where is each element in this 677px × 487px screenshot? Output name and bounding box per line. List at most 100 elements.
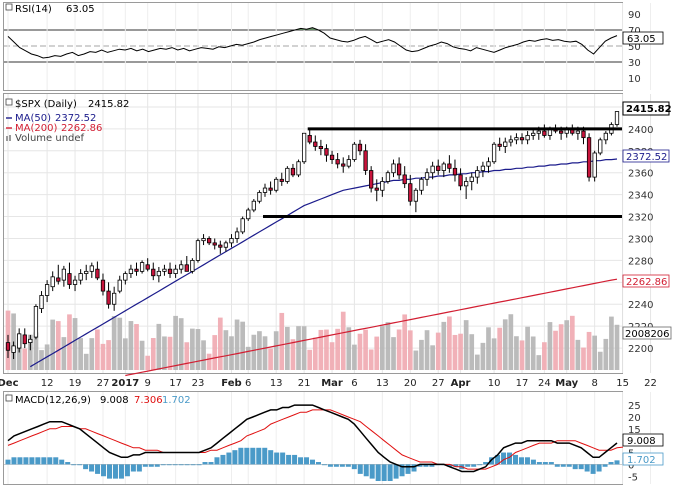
volume-bar bbox=[156, 323, 162, 370]
macd-histogram-bar bbox=[357, 464, 363, 474]
candle-body bbox=[335, 159, 340, 165]
macd-histogram-bar bbox=[566, 464, 572, 467]
macd-legend-label: MACD(12,26,9) bbox=[15, 395, 91, 406]
macd-histogram-bar bbox=[584, 464, 590, 472]
macd-histogram-bar bbox=[130, 464, 136, 472]
macd-histogram-bar bbox=[572, 464, 578, 470]
price-value-tag-text: 2415.82 bbox=[626, 104, 672, 115]
x-axis-tick-label: 23 bbox=[192, 378, 205, 389]
rsi-plot bbox=[7, 27, 618, 59]
macd-histogram-bar bbox=[47, 457, 53, 465]
volume-bar bbox=[301, 326, 307, 370]
macd-histogram-bar bbox=[244, 447, 250, 465]
candle-body bbox=[575, 130, 581, 134]
candle-body bbox=[257, 192, 262, 202]
candle-body bbox=[184, 264, 189, 272]
macd-histogram-bar bbox=[274, 452, 280, 465]
volume-value-tag-text: 2008206 bbox=[625, 329, 670, 340]
candle-body bbox=[525, 135, 530, 141]
volume-bar bbox=[307, 349, 313, 370]
macd-histogram-bar bbox=[327, 464, 333, 467]
volume-bar bbox=[357, 333, 363, 370]
price-value-tag: 2415.82 bbox=[622, 101, 672, 116]
volume-bar bbox=[396, 329, 402, 370]
candle-body bbox=[173, 268, 178, 274]
candle-body bbox=[396, 163, 402, 176]
price-y-tick-label: 2200 bbox=[628, 344, 653, 355]
candle-body bbox=[285, 167, 290, 182]
macd-histogram-bar bbox=[560, 464, 566, 467]
volume-bar bbox=[385, 322, 391, 370]
volume-bar bbox=[150, 338, 156, 370]
macd-histogram-bar bbox=[524, 457, 530, 465]
macd-histogram-bar bbox=[41, 457, 47, 465]
macd-histogram-bar bbox=[112, 464, 118, 479]
support-resistance-lines bbox=[263, 127, 622, 219]
volume-bar bbox=[413, 350, 419, 370]
candle-body bbox=[480, 165, 486, 171]
macd-histogram-bar bbox=[118, 464, 124, 479]
x-axis-tick-label: 9 bbox=[144, 378, 150, 389]
volume-bar bbox=[419, 339, 424, 370]
price-y-tick-label: 2340 bbox=[628, 191, 653, 202]
macd-histogram-bar bbox=[315, 462, 321, 465]
rsi-y-tick-label: 70 bbox=[628, 26, 641, 37]
macd-histogram-bar bbox=[5, 459, 11, 465]
volume-bar bbox=[424, 330, 430, 370]
macd-histogram-bar bbox=[536, 462, 542, 465]
ma200-legend-value: 2262.86 bbox=[61, 123, 102, 134]
ma50-legend-label: MA(50) bbox=[15, 113, 51, 124]
volume-bar bbox=[268, 348, 273, 370]
candle-body bbox=[212, 242, 217, 246]
macd-histogram-bar bbox=[106, 464, 113, 479]
candle-body bbox=[145, 264, 150, 270]
candle-body bbox=[100, 279, 106, 292]
volume-bar bbox=[55, 321, 61, 370]
volume-bar bbox=[83, 353, 89, 370]
macd-histogram-bar bbox=[345, 464, 351, 467]
x-axis-tick-label: 6 bbox=[351, 378, 357, 389]
candle-body bbox=[123, 273, 128, 281]
volume-bar bbox=[201, 340, 206, 370]
macd-histogram-bar bbox=[190, 464, 196, 466]
macd-histogram-bar bbox=[417, 464, 423, 467]
volume-bar bbox=[111, 316, 117, 370]
x-axis-tick-label: 15 bbox=[616, 378, 629, 389]
macd-histogram-bar bbox=[101, 464, 107, 477]
ma200-value-tag-text: 2262.86 bbox=[626, 277, 667, 288]
macd-histogram-bar bbox=[304, 457, 310, 465]
volume-bar bbox=[178, 318, 184, 370]
macd-histogram-bar bbox=[483, 462, 489, 465]
volume-bar bbox=[407, 330, 413, 370]
macd-histogram-bar bbox=[530, 459, 536, 465]
macd-histogram-bar bbox=[578, 464, 584, 470]
macd-legend-value: 9.008 bbox=[100, 395, 129, 406]
volume-bar bbox=[139, 340, 145, 370]
volume-legend-label: Volume undef bbox=[15, 133, 85, 144]
macd-histogram-bar bbox=[405, 464, 411, 474]
macd-histogram-bar bbox=[184, 464, 190, 466]
macd-histogram-bar bbox=[333, 464, 339, 467]
macd-histogram-bar bbox=[23, 457, 29, 465]
ma50-legend-value: 2372.52 bbox=[55, 113, 96, 124]
ma50-value-tag: 2372.52 bbox=[622, 149, 670, 163]
volume-bar bbox=[340, 311, 346, 370]
macd-histogram-bar bbox=[453, 464, 459, 467]
volume-bar bbox=[22, 348, 28, 370]
candle-body bbox=[430, 165, 435, 174]
x-axis-tick-label: May bbox=[555, 378, 578, 389]
candle-body bbox=[17, 333, 22, 349]
macd-histogram-bar bbox=[518, 457, 524, 465]
macd-histogram-bar bbox=[309, 459, 316, 465]
macd-histogram-bar bbox=[363, 464, 369, 477]
macd-histogram-bar bbox=[226, 452, 232, 465]
histogram-legend-value: 1.702 bbox=[162, 395, 191, 406]
volume-bars bbox=[5, 310, 620, 370]
volume-bar bbox=[67, 314, 72, 370]
rsi-line bbox=[7, 27, 618, 59]
macd-y-tick-label: 20 bbox=[628, 413, 641, 424]
candle-body bbox=[329, 154, 335, 160]
candle-body bbox=[134, 268, 139, 272]
macd-histogram-bar bbox=[256, 447, 262, 465]
